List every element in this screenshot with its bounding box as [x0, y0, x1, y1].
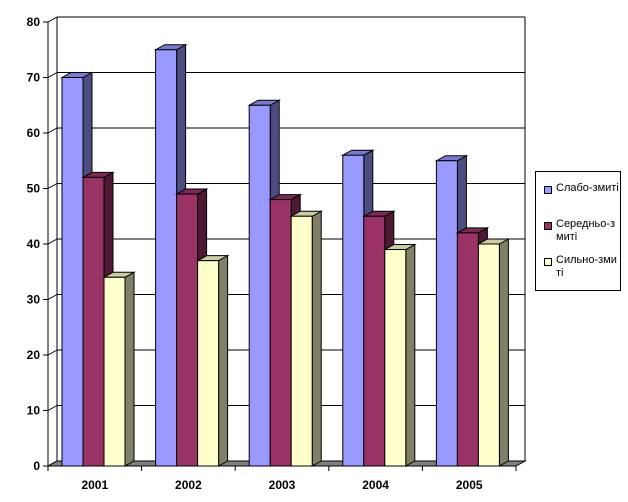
bar-side-face	[498, 238, 509, 467]
bar-front-face	[197, 260, 220, 467]
bar-front-face	[103, 276, 126, 467]
x-tick-label: 2002	[175, 478, 202, 492]
bar	[382, 243, 417, 467]
x-tick-label: 2003	[269, 478, 296, 492]
bar-front-face	[176, 193, 199, 467]
gridline-depth-60	[47, 127, 58, 134]
bar-front-face	[248, 104, 271, 467]
y-tick-label: 20	[27, 348, 41, 362]
y-tick-label: 70	[27, 71, 41, 85]
bar-front-face	[363, 215, 386, 467]
legend-swatch-series-2	[544, 222, 552, 230]
gridline-depth-10	[47, 405, 58, 411]
bar	[289, 210, 324, 467]
y-tick-label: 10	[27, 404, 41, 418]
legend-label-series-2: Середньо-змиті	[556, 218, 616, 243]
gridline-depth-50	[47, 183, 58, 189]
bar	[102, 271, 136, 467]
x-tick-label: 2004	[362, 478, 389, 492]
legend-swatch-series-3	[544, 258, 552, 266]
y-tick-label: 0	[33, 459, 40, 473]
bar-front-face	[477, 243, 500, 467]
bar-front-face	[82, 176, 105, 467]
gridline-depth-80	[47, 16, 58, 23]
bar-front-face	[61, 77, 84, 467]
y-tick-label: 60	[27, 126, 41, 140]
legend-swatch-series-1	[544, 186, 552, 194]
bars	[60, 43, 511, 467]
gridline-depth-20	[47, 349, 58, 356]
bar-side-face	[124, 271, 135, 467]
y-tick-label: 40	[27, 237, 41, 251]
y-tick-label: 50	[27, 182, 41, 196]
x-tick-label: 2005	[456, 478, 483, 492]
legend-item-series-2: Середньо-змиті	[541, 218, 621, 248]
bar-front-face	[384, 249, 407, 467]
x-tick-label: 2001	[81, 478, 108, 492]
y-axis-ticks: 0 10 20 30 40 50 60 70 80	[27, 15, 48, 473]
legend-label-series-3: Сильно-змиті	[556, 254, 617, 279]
gridline-depth-70	[47, 72, 58, 78]
legend-item-series-1: Слабо-змиті	[541, 182, 621, 212]
gridline-depth-30	[47, 294, 58, 300]
bar-front-face	[456, 232, 479, 467]
bar-front-face	[435, 160, 458, 467]
gridline-depth-40	[47, 238, 58, 245]
legend-label-series-1: Слабо-змиті	[556, 182, 619, 194]
bar-front-face	[290, 215, 313, 467]
legend-item-series-3: Сильно-змиті	[541, 254, 621, 284]
bar-front-face	[269, 199, 292, 467]
legend: Слабо-змиті Середньо-змиті Сильно-змиті	[535, 171, 621, 291]
bar	[195, 254, 230, 467]
bar	[476, 238, 511, 467]
y-tick-label: 80	[27, 15, 41, 29]
bar-side-face	[218, 254, 229, 467]
bar-front-face	[155, 49, 178, 467]
bar-side-face	[311, 210, 322, 467]
x-axis-ticks: 2001 2002 2003 2004 2005	[47, 466, 517, 492]
bar-side-face	[405, 243, 416, 467]
bar-front-face	[342, 154, 365, 467]
y-tick-label: 30	[27, 293, 41, 307]
